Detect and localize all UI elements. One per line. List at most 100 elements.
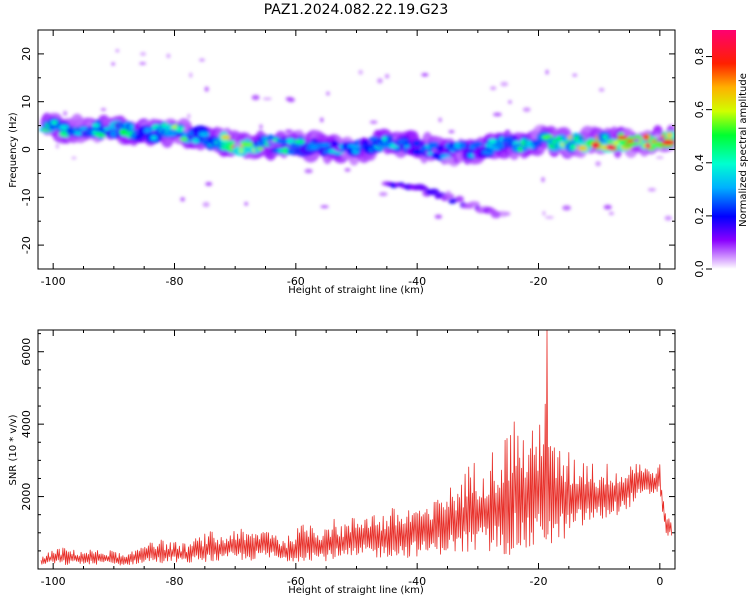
spectrogram-cell [488,138,498,144]
colorbar: 0.0 0.2 0.4 0.6 0.8 Normalized spectral ampl… [693,30,749,278]
spectrogram-cell [204,86,209,92]
spectrogram-cell [233,142,242,148]
spectrogram-cell [198,131,210,137]
spectrogram-cell [384,74,390,79]
snr-x-tick-label: -60 [287,575,305,588]
spectrogram-cell [180,197,185,202]
spectrogram-cell [647,188,656,192]
spectrogram-cell [267,140,277,144]
spectrogram-cell [508,100,512,104]
spectrogram-cell [282,147,289,155]
spectrogram-cell [500,81,509,87]
colorbar-tick-label: 0.4 [693,154,706,172]
spectrogram-cell [143,127,153,134]
spectrogram-cell [381,136,388,142]
spectrogram-cell [90,118,97,123]
snr-series-line [40,330,673,566]
spectrogram-x-tick-label: -20 [530,275,548,288]
spectrogram-cell [472,141,484,147]
spectrogram-cell [205,182,213,186]
spectrogram-cell [58,124,69,130]
snr-x-tick-label: -80 [166,575,184,588]
spectrogram-cell [175,126,186,133]
spectrogram-x-label: Height of straight line (km) [288,285,424,296]
spectrogram-cell [344,168,351,172]
snr-y-tick-label: 2000 [20,483,33,511]
spectrogram-cell [532,140,541,147]
spectrogram-cell [517,146,523,152]
spectrogram-cell [128,123,135,131]
spectrogram-cell [179,136,189,142]
spectrogram-cell [438,117,442,123]
spectrogram-cell [71,156,77,160]
snr-x-ticks: -100 -80 -60 -40 -20 0 [41,330,663,588]
colorbar-gradient [712,30,736,269]
spectrogram-cell [369,120,378,124]
spectrogram-cell [424,150,429,156]
spectrogram-cell [392,136,397,141]
spectrogram-cell [661,139,675,146]
spectrogram-cell [293,139,306,145]
spectrogram-cell [616,135,630,140]
spectrogram-cell [572,73,578,77]
spectrogram-cell [434,214,443,219]
spectrogram-cell [183,128,188,133]
snr-y-tick-label: 4000 [20,410,33,438]
spectrogram-cell [133,134,144,140]
spectrogram-cell [522,107,531,112]
spectrogram-cell [602,134,608,140]
spectrogram-cell [63,110,68,117]
spectrogram-y-ticks: -20 -10 0 10 20 [20,29,675,270]
spectrogram-cell [469,144,476,150]
spectrogram-cell [455,195,464,203]
spectrogram-cell [598,87,605,92]
spectrogram-y-tick-label: 20 [20,47,33,61]
spectrogram-cell [189,72,193,78]
spectrogram-cell [320,205,329,209]
spectrogram-cell [460,142,466,149]
spectrogram-cell [544,216,554,219]
spectrogram-cell [146,120,152,126]
spectrogram-cell [591,141,600,149]
snr-y-ticks: 2000 4000 6000 [20,333,675,552]
spectrogram-y-tick-label: -20 [20,236,33,254]
spectrogram-cell [202,201,210,208]
spectrogram-cell [109,130,117,138]
snr-x-tick-label: -20 [530,575,548,588]
snr-frame [37,329,676,570]
spectrogram-cell [606,144,617,151]
spectrogram-cell [575,139,585,145]
spectrogram-cell [490,86,497,91]
spectrogram-cell [304,168,313,174]
colorbar-ticks: 0.0 0.2 0.4 0.6 0.8 [693,48,712,278]
spectrogram-cell [421,73,429,77]
spectrogram-cell [569,143,577,151]
spectrogram-cell [331,141,340,147]
colorbar-tick-label: 0.2 [693,207,706,225]
spectrogram-cell [642,133,650,141]
spectrogram-cell [251,94,260,101]
spectrogram-cell [448,130,455,134]
spectrogram-cell [115,49,120,53]
spectrogram-cell [442,193,455,200]
spectrogram-cell [603,204,612,210]
snr-y-tick-label: 6000 [20,338,33,366]
colorbar-label: Normalized spectral amplitude [738,73,749,227]
spectrogram-cell [492,112,502,117]
spectrogram-cell [445,156,455,162]
spectrogram-cell [166,53,171,59]
snr-x-tick-label: -40 [408,575,426,588]
spectrogram-cell [220,134,232,140]
figure-title: PAZ1.2024.082.22.19.G23 [264,2,449,18]
spectrogram-cell [191,137,200,144]
spectrogram-cell [445,190,452,194]
spectrogram-cell [320,117,324,123]
spectrogram-cell [150,135,158,141]
spectrogram-cell [555,136,563,141]
spectrogram-cell [655,156,664,159]
spectrogram-cell [284,129,293,134]
snr-y-label: SNR (10 * v/v) [8,414,19,485]
spectrogram-cell [165,130,177,137]
spectrogram-cell [358,69,363,75]
